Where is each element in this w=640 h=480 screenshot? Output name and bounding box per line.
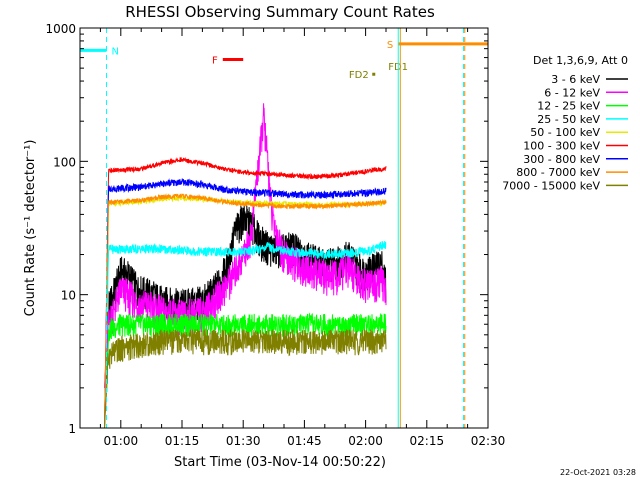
footer-date: 22-Oct-2021 03:28 <box>560 468 636 477</box>
series-line-2 <box>104 103 387 388</box>
legend-label: 6 - 12 keV <box>544 86 600 99</box>
series-line-3 <box>104 312 387 429</box>
x-tick-label: 01:00 <box>104 434 139 448</box>
series-line-4 <box>104 240 387 429</box>
axes-layer: 01:00 01:15 01:30 01:45 02:00 02:15 02:30 1 10 10… <box>45 22 505 448</box>
series-line-9 <box>104 327 387 429</box>
y-tick-label: 10 <box>61 289 76 303</box>
legend-label: 3 - 6 keV <box>551 73 600 86</box>
y-tick-label: 1 <box>68 422 76 436</box>
y-axis-label: Count Rate (s⁻¹ detector⁻¹) <box>23 140 38 317</box>
x-axis-label: Start Time (03-Nov-14 00:50:22) <box>174 455 386 470</box>
x-tick-label: 02:30 <box>471 434 506 448</box>
x-tick-label: 02:15 <box>410 434 445 448</box>
x-tick-label: 01:45 <box>287 434 322 448</box>
vertical-lines-layer <box>106 28 466 428</box>
series-line-7 <box>104 178 387 429</box>
x-tick-label: 01:15 <box>165 434 200 448</box>
chart-title: RHESSI Observing Summary Count Rates <box>125 3 435 21</box>
legend-label: 12 - 25 keV <box>537 100 600 113</box>
flag-label-n: N <box>112 46 119 57</box>
series-line-6 <box>104 156 387 429</box>
legend-label: 50 - 100 keV <box>530 126 600 139</box>
flag-label-fd2: FD2 <box>349 70 369 81</box>
y-tick-label: 100 <box>53 155 76 169</box>
legend-label: 25 - 50 keV <box>537 113 600 126</box>
plot-frame <box>79 27 489 429</box>
legend-title: Det 1,3,6,9, Att 0 <box>533 54 628 67</box>
x-tick-label: 01:30 <box>226 434 261 448</box>
series-line-1 <box>104 204 387 429</box>
series-layer <box>104 103 387 429</box>
flag-label-s: S <box>387 40 393 51</box>
y-tick-label: 1000 <box>45 22 76 36</box>
x-tick-label: 02:00 <box>348 434 383 448</box>
legend-label: 7000 - 15000 keV <box>502 179 600 192</box>
legend-label: 100 - 300 keV <box>523 140 600 153</box>
legend-label: 300 - 800 keV <box>523 153 600 166</box>
series-line-8 <box>104 193 387 429</box>
flag-dot-fd2 <box>372 72 376 76</box>
legend-label: 800 - 7000 keV <box>516 166 600 179</box>
flag-label-f: F <box>212 56 218 67</box>
